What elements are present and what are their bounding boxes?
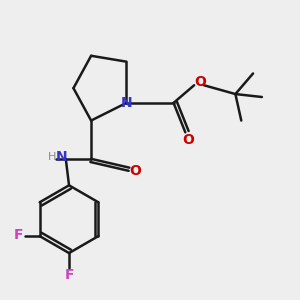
Text: N: N [121, 96, 132, 110]
Text: H: H [48, 152, 56, 162]
Text: O: O [129, 164, 141, 178]
Text: O: O [194, 75, 206, 89]
Text: F: F [14, 228, 23, 242]
Text: O: O [182, 133, 194, 147]
Text: F: F [64, 268, 74, 282]
Text: N: N [55, 150, 67, 164]
